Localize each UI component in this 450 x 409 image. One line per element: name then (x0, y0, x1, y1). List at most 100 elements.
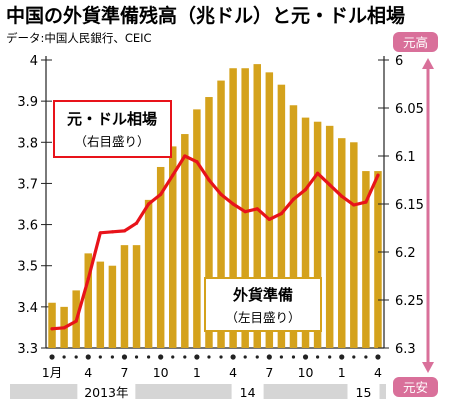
line-series (50, 154, 380, 331)
right-tick-label: 6.2 (395, 246, 416, 261)
bar (362, 171, 370, 348)
line-point (183, 154, 187, 158)
line-label-box: 元・ドル相場 （右目盛り） (53, 100, 172, 158)
tag-bottom-bg (393, 377, 438, 397)
month-dot (291, 355, 296, 359)
x-tick-label: 10 (153, 365, 169, 380)
right-axis: 6 6.05 6.1 6.15 6.2 6.25 6.3 (378, 54, 434, 373)
month-dot (207, 355, 211, 359)
line-label: 元・ドル相場 (67, 110, 157, 128)
tag-top-label: 元高 (403, 35, 428, 50)
line-point (50, 327, 54, 331)
line-point (303, 188, 308, 192)
month-dot (194, 354, 200, 360)
x-tick-label: 1 (193, 365, 201, 380)
line-point (279, 212, 283, 216)
line-point (122, 229, 127, 233)
bar (181, 134, 189, 348)
line-point (340, 194, 344, 198)
left-tick-label: 3.8 (17, 136, 38, 151)
month-dot (243, 355, 247, 359)
bar (265, 72, 274, 348)
left-tick-label: 3.3 (17, 342, 38, 357)
bar-label-frame (204, 277, 322, 332)
month-dot (134, 355, 139, 359)
bar (325, 125, 334, 348)
year-label-bg (231, 384, 264, 399)
month-dot (230, 354, 236, 360)
tag-bottom: 元安 (393, 377, 438, 397)
month-dot (183, 355, 187, 359)
right-tick-label: 6 (395, 54, 403, 69)
month-dot (121, 354, 128, 360)
line-label-frame (53, 100, 172, 158)
bar (277, 84, 286, 348)
line-path (50, 154, 380, 331)
year-band (10, 384, 386, 399)
month-dot (255, 355, 259, 359)
x-tick-label: 1 (338, 365, 346, 380)
year-label: 2013年 (84, 385, 128, 400)
line-point (376, 173, 380, 177)
bar (289, 105, 298, 348)
right-tick-label: 6.3 (395, 342, 416, 357)
x-tick-label: 7 (120, 365, 128, 380)
line-point (231, 202, 235, 206)
month-dot (375, 354, 381, 360)
x-tick-label: 4 (229, 365, 237, 380)
month-dot (110, 355, 114, 359)
x-tick-label: 4 (374, 365, 382, 380)
left-tick-label: 3.5 (17, 260, 38, 275)
month-dot (352, 355, 356, 359)
bar (253, 64, 261, 348)
bar (193, 109, 201, 348)
left-tick-label: 3.4 (17, 301, 38, 316)
arrow-up-icon (422, 58, 434, 69)
line-point (110, 230, 114, 234)
bar (241, 68, 249, 348)
bar (217, 80, 225, 349)
x-tick-label: 10 (298, 365, 314, 380)
bar (144, 199, 153, 348)
line-point (98, 231, 102, 235)
left-tick-label: 3.9 (17, 95, 38, 110)
month-dot (171, 355, 175, 359)
bar (205, 97, 213, 349)
arrow-down-icon (422, 362, 434, 373)
bar (96, 261, 105, 348)
line-point (364, 200, 368, 204)
tag-top: 元高 (393, 32, 438, 52)
bar (301, 117, 310, 348)
year-label: 15 (356, 385, 372, 400)
right-tick-label: 6.15 (395, 198, 424, 213)
month-dot (266, 354, 272, 360)
bar (350, 142, 358, 348)
line-point (352, 203, 356, 207)
month-dot (364, 355, 368, 359)
line-point (243, 210, 247, 214)
x-tick-label: 4 (84, 365, 92, 380)
month-dot (98, 355, 102, 359)
bar-label-box: 外貨準備 （左目盛り） (204, 277, 322, 332)
bar (313, 121, 322, 348)
left-tick-label: 3.7 (17, 177, 38, 192)
bar (48, 302, 56, 348)
bar (132, 245, 141, 348)
bar-label: 外貨準備 (232, 286, 293, 304)
month-dot (279, 355, 283, 359)
month-dot (147, 355, 151, 359)
month-dot (49, 354, 55, 360)
year-label-bg (347, 384, 380, 399)
line-point (316, 171, 320, 175)
line-label-note: （右目盛り） (74, 134, 149, 149)
bar (374, 171, 382, 348)
month-dot (85, 354, 91, 360)
year-label-bg (77, 384, 136, 399)
tag-top-bg (393, 32, 438, 52)
month-dot (158, 354, 164, 360)
bar (120, 245, 129, 348)
x-tick-label: 1月 (42, 365, 62, 380)
line-point (171, 173, 175, 177)
